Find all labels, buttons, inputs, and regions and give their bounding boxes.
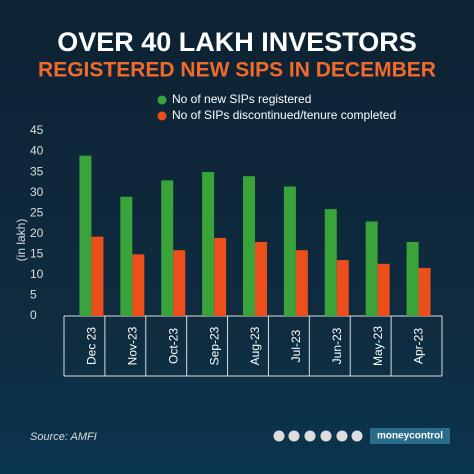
y-tick-label: 0 xyxy=(30,308,37,322)
bar xyxy=(336,260,349,316)
bar xyxy=(79,155,92,316)
y-tick-label: 10 xyxy=(30,267,44,281)
brand-box xyxy=(370,428,450,444)
y-axis-label: (in lakh) xyxy=(14,219,28,262)
y-tick-label: 45 xyxy=(30,123,44,137)
chart-subtitle: REGISTERED NEW SIPS IN DECEMBER xyxy=(38,59,436,82)
bar xyxy=(120,196,133,316)
x-tick-label: Nov-23 xyxy=(126,326,140,365)
bar xyxy=(295,250,308,316)
x-tick-label: Jun-23 xyxy=(330,327,344,364)
brand: moneycontrol xyxy=(377,431,443,442)
y-tick-label: 35 xyxy=(30,164,44,178)
legend-label: No of new SIPs registered xyxy=(172,92,311,106)
bar xyxy=(283,186,296,316)
y-tick-label: 5 xyxy=(30,288,37,302)
bar xyxy=(132,254,145,316)
bar xyxy=(255,242,267,316)
bar xyxy=(377,263,390,316)
x-tick-label: May-23 xyxy=(371,326,385,366)
chart-title: OVER 40 LAKH INVESTORS xyxy=(57,27,417,57)
bar xyxy=(243,176,255,316)
x-tick-label: Sep-23 xyxy=(207,326,221,365)
y-tick-label: 40 xyxy=(30,144,44,158)
bar xyxy=(214,237,227,316)
bar xyxy=(202,172,215,316)
bar xyxy=(365,221,378,316)
x-tick-label: Jul-23 xyxy=(289,329,303,362)
x-tick-label: Apr-23 xyxy=(412,328,426,364)
source: Source: AMFI xyxy=(30,431,97,443)
bar xyxy=(324,209,337,316)
x-tick-label: Dec 23 xyxy=(85,327,99,365)
bar xyxy=(406,242,419,316)
bar xyxy=(91,236,104,316)
bar xyxy=(173,250,186,316)
y-tick-label: 20 xyxy=(30,226,44,240)
x-tick-label: Oct-23 xyxy=(166,328,180,364)
y-tick-label: 15 xyxy=(30,247,44,261)
social-icons xyxy=(273,430,363,442)
x-tick-label: Aug-23 xyxy=(248,326,262,365)
y-tick-label: 25 xyxy=(30,205,44,219)
bar xyxy=(418,267,431,316)
bar xyxy=(161,180,174,316)
y-tick-label: 30 xyxy=(30,185,44,199)
legend-label: No of SIPs discontinued/tenure completed xyxy=(172,108,396,122)
legend-marker xyxy=(157,95,167,105)
legend-marker xyxy=(157,111,167,121)
